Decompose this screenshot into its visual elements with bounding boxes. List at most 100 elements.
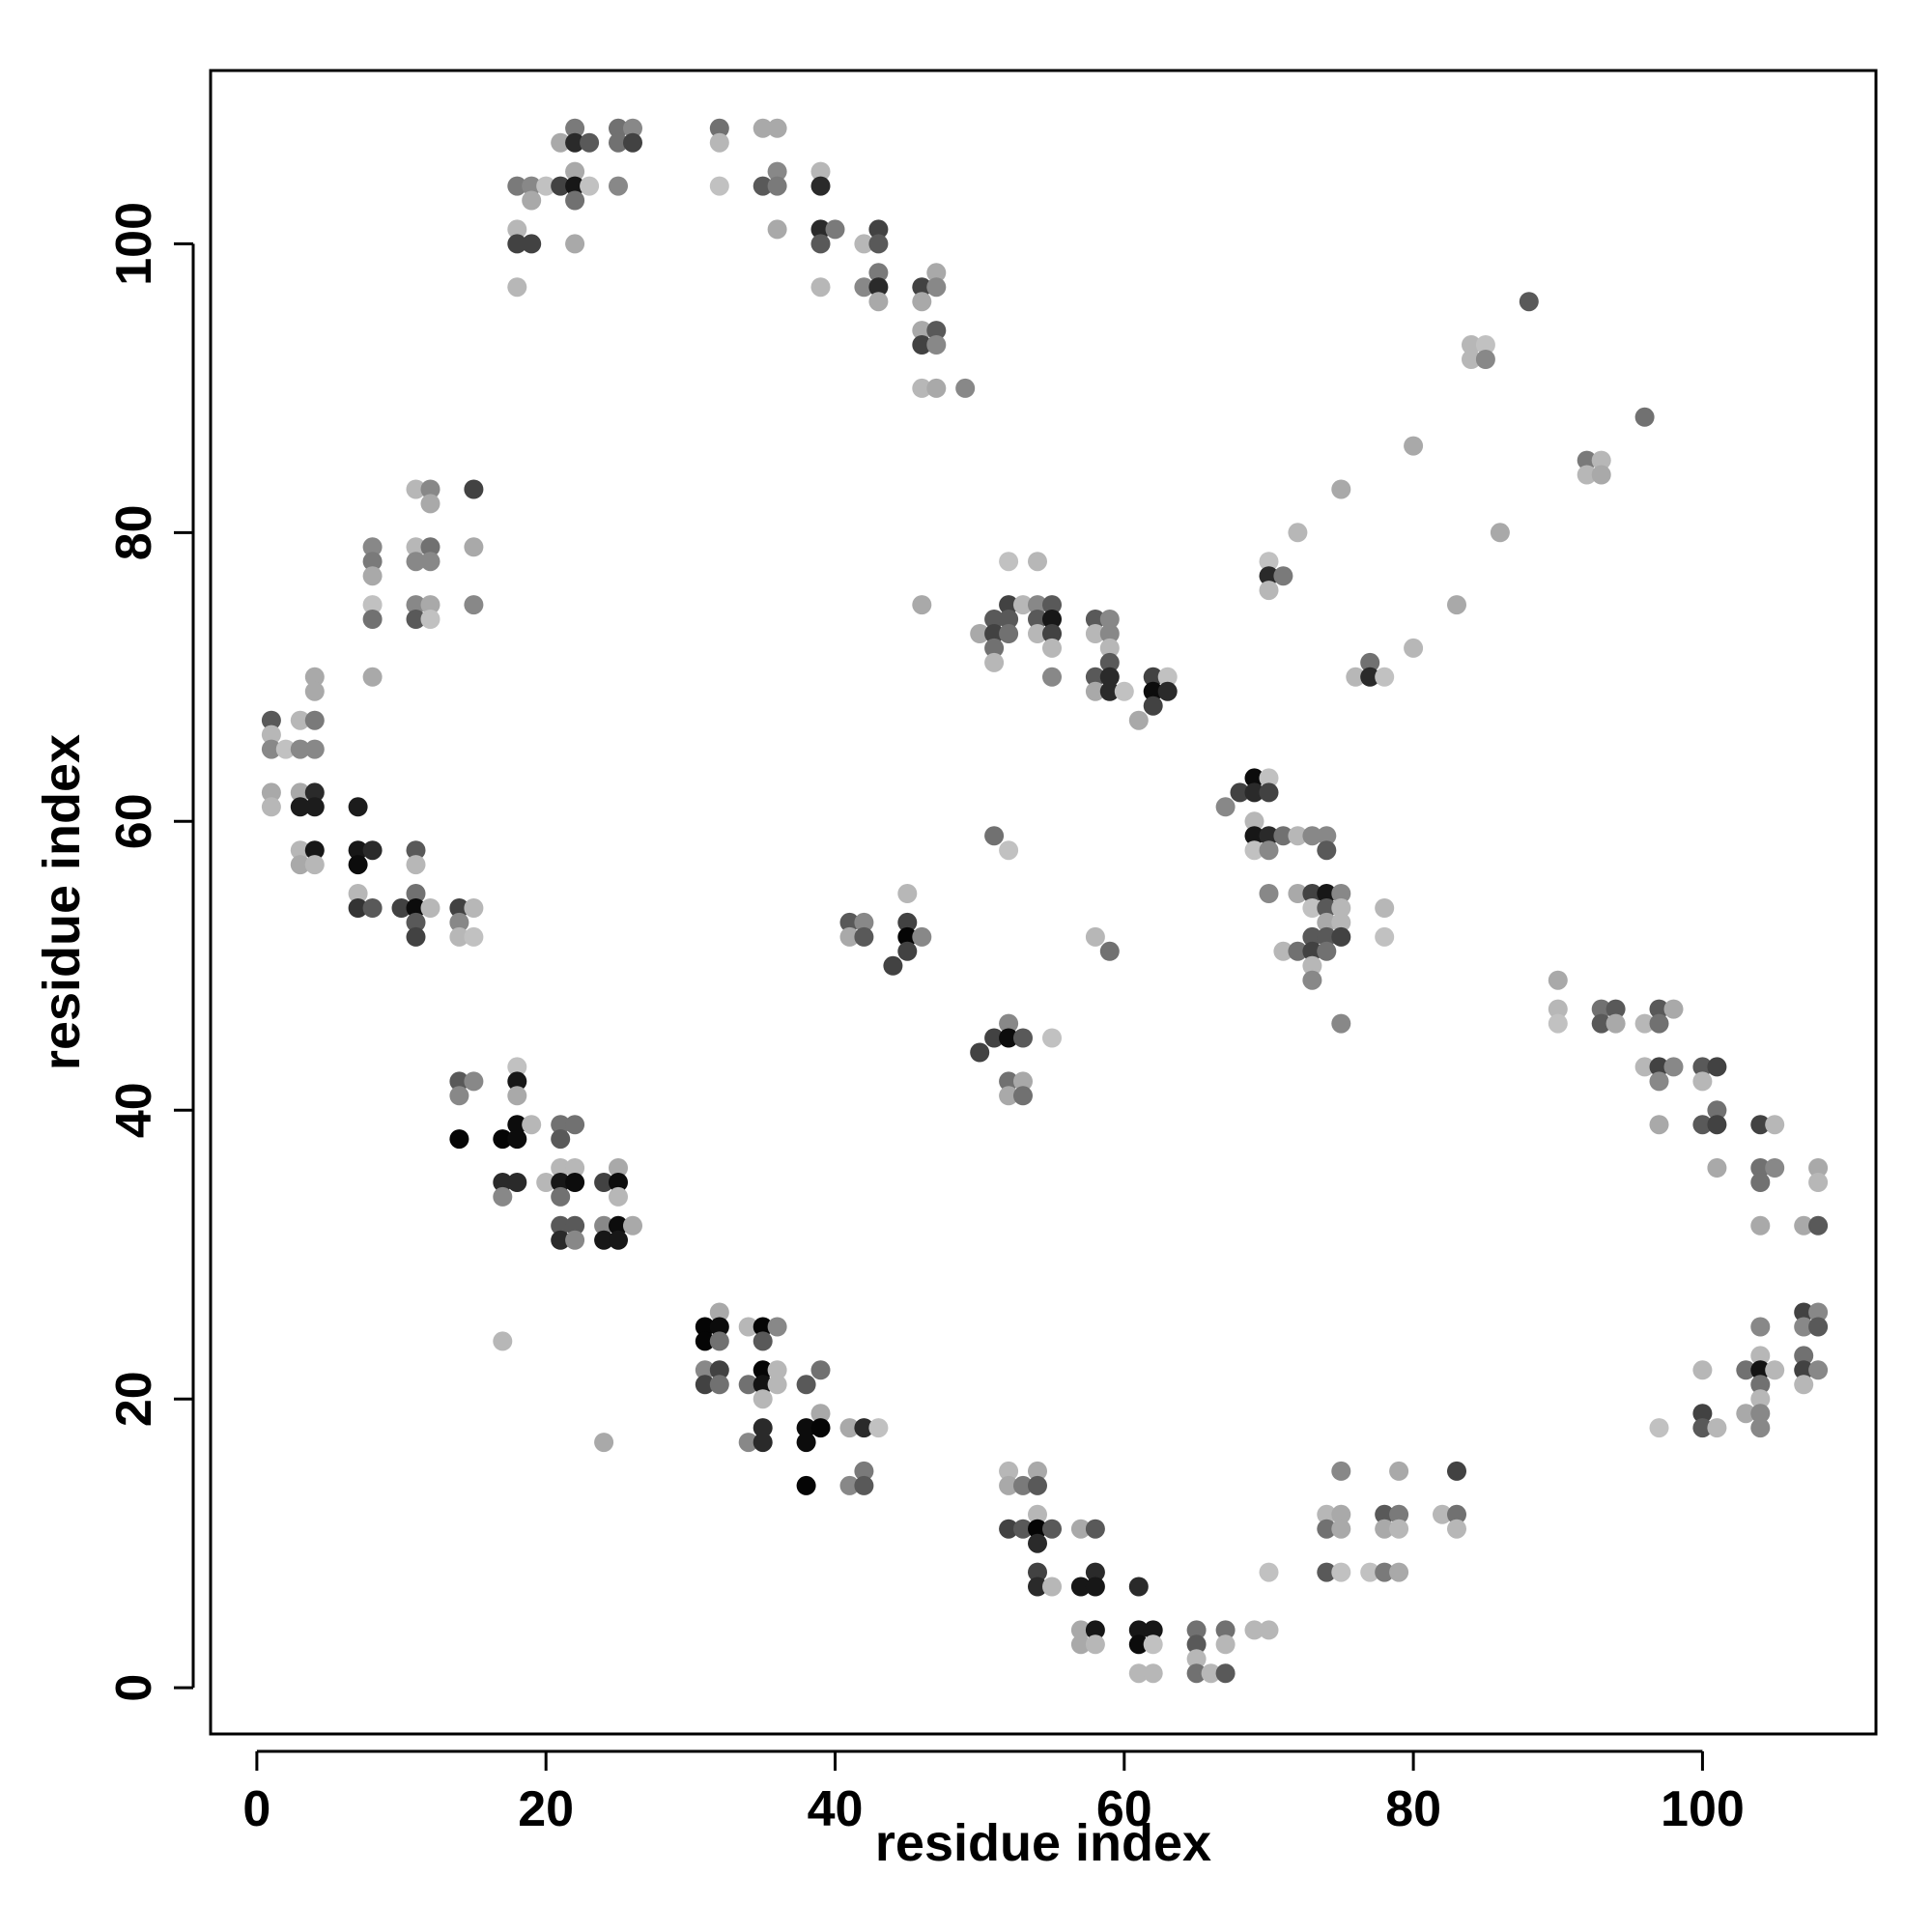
data-point (1186, 1663, 1207, 1684)
data-point (623, 132, 642, 153)
data-point (580, 132, 600, 153)
data-point (565, 176, 585, 196)
data-point (984, 624, 1005, 643)
data-point (926, 378, 947, 398)
data-point (738, 1433, 758, 1453)
data-point (1750, 1115, 1771, 1135)
data-point (1389, 1461, 1409, 1481)
data-point (1360, 652, 1380, 672)
data-point (1808, 1317, 1829, 1337)
data-point (709, 132, 729, 153)
data-point (551, 1129, 571, 1150)
data-point (1042, 595, 1062, 615)
data-point (420, 537, 440, 557)
data-point (1794, 1375, 1814, 1395)
data-point (1085, 681, 1105, 701)
data-point (493, 1331, 513, 1351)
data-point (1273, 566, 1293, 586)
data-point (1099, 941, 1120, 961)
data-point (1128, 1663, 1149, 1684)
data-point (449, 1071, 469, 1092)
data-point (1028, 1475, 1047, 1495)
data-point (1404, 638, 1424, 658)
data-point (1736, 1404, 1756, 1424)
data-point (551, 1115, 571, 1135)
data-point (565, 1215, 585, 1236)
data-point (420, 595, 440, 615)
data-point (551, 1158, 571, 1178)
data-point (1808, 1302, 1829, 1322)
data-point (839, 926, 860, 947)
data-point (1750, 1389, 1771, 1409)
data-point (1317, 1504, 1337, 1524)
y-axis-label: residue index (33, 734, 91, 1070)
data-point (1215, 1620, 1236, 1640)
data-point (1143, 1634, 1163, 1655)
data-point (1085, 1620, 1105, 1640)
data-point (1707, 1100, 1727, 1121)
data-point (1259, 1620, 1279, 1640)
data-point (999, 1475, 1019, 1495)
data-points (261, 118, 1829, 1684)
data-point (912, 277, 932, 298)
data-point (753, 176, 773, 196)
data-point (1750, 1375, 1771, 1395)
data-point (623, 1215, 642, 1236)
data-point (1302, 941, 1322, 961)
data-point (912, 378, 932, 398)
data-point (348, 884, 368, 903)
data-point (1288, 884, 1308, 903)
data-point (290, 855, 310, 875)
data-point (868, 219, 889, 240)
data-point (1042, 624, 1062, 643)
data-point (1692, 1404, 1713, 1424)
data-point (406, 552, 426, 572)
data-point (1143, 681, 1163, 701)
data-point (1302, 826, 1322, 846)
data-point (536, 1173, 556, 1192)
data-point (406, 884, 426, 903)
data-point (1736, 1360, 1756, 1380)
data-point (868, 292, 889, 312)
data-point (1215, 797, 1236, 817)
data-point (1302, 898, 1322, 918)
data-point (1259, 552, 1279, 572)
data-point (1591, 450, 1611, 470)
data-point (1028, 1533, 1047, 1553)
data-point (984, 638, 1005, 658)
data-point (810, 176, 831, 196)
data-point (609, 118, 628, 138)
data-point (1317, 826, 1337, 846)
data-point (1070, 1519, 1091, 1539)
data-point (897, 912, 918, 932)
data-point (1317, 926, 1337, 947)
data-point (1490, 523, 1510, 543)
data-point (1302, 926, 1322, 947)
data-point (1042, 638, 1062, 658)
data-point (753, 1331, 773, 1351)
data-point (810, 161, 831, 182)
data-point (1085, 1519, 1105, 1539)
data-point (1157, 681, 1178, 701)
data-point (1649, 1071, 1669, 1092)
data-point (1447, 1504, 1466, 1524)
data-point (1317, 1562, 1337, 1582)
data-point (753, 118, 773, 138)
data-point (753, 1360, 773, 1380)
data-point (290, 782, 310, 803)
data-point (984, 652, 1005, 672)
data-point (767, 1360, 787, 1380)
data-point (1028, 595, 1047, 615)
data-point (1634, 1057, 1655, 1077)
data-point (1794, 1317, 1814, 1337)
y-tick-label: 80 (106, 504, 162, 560)
data-point (261, 710, 281, 730)
data-point (810, 1404, 831, 1424)
data-point (1794, 1360, 1814, 1380)
data-point (753, 1389, 773, 1409)
data-point (1692, 1418, 1713, 1438)
data-point (1591, 999, 1611, 1019)
data-point (565, 190, 585, 211)
